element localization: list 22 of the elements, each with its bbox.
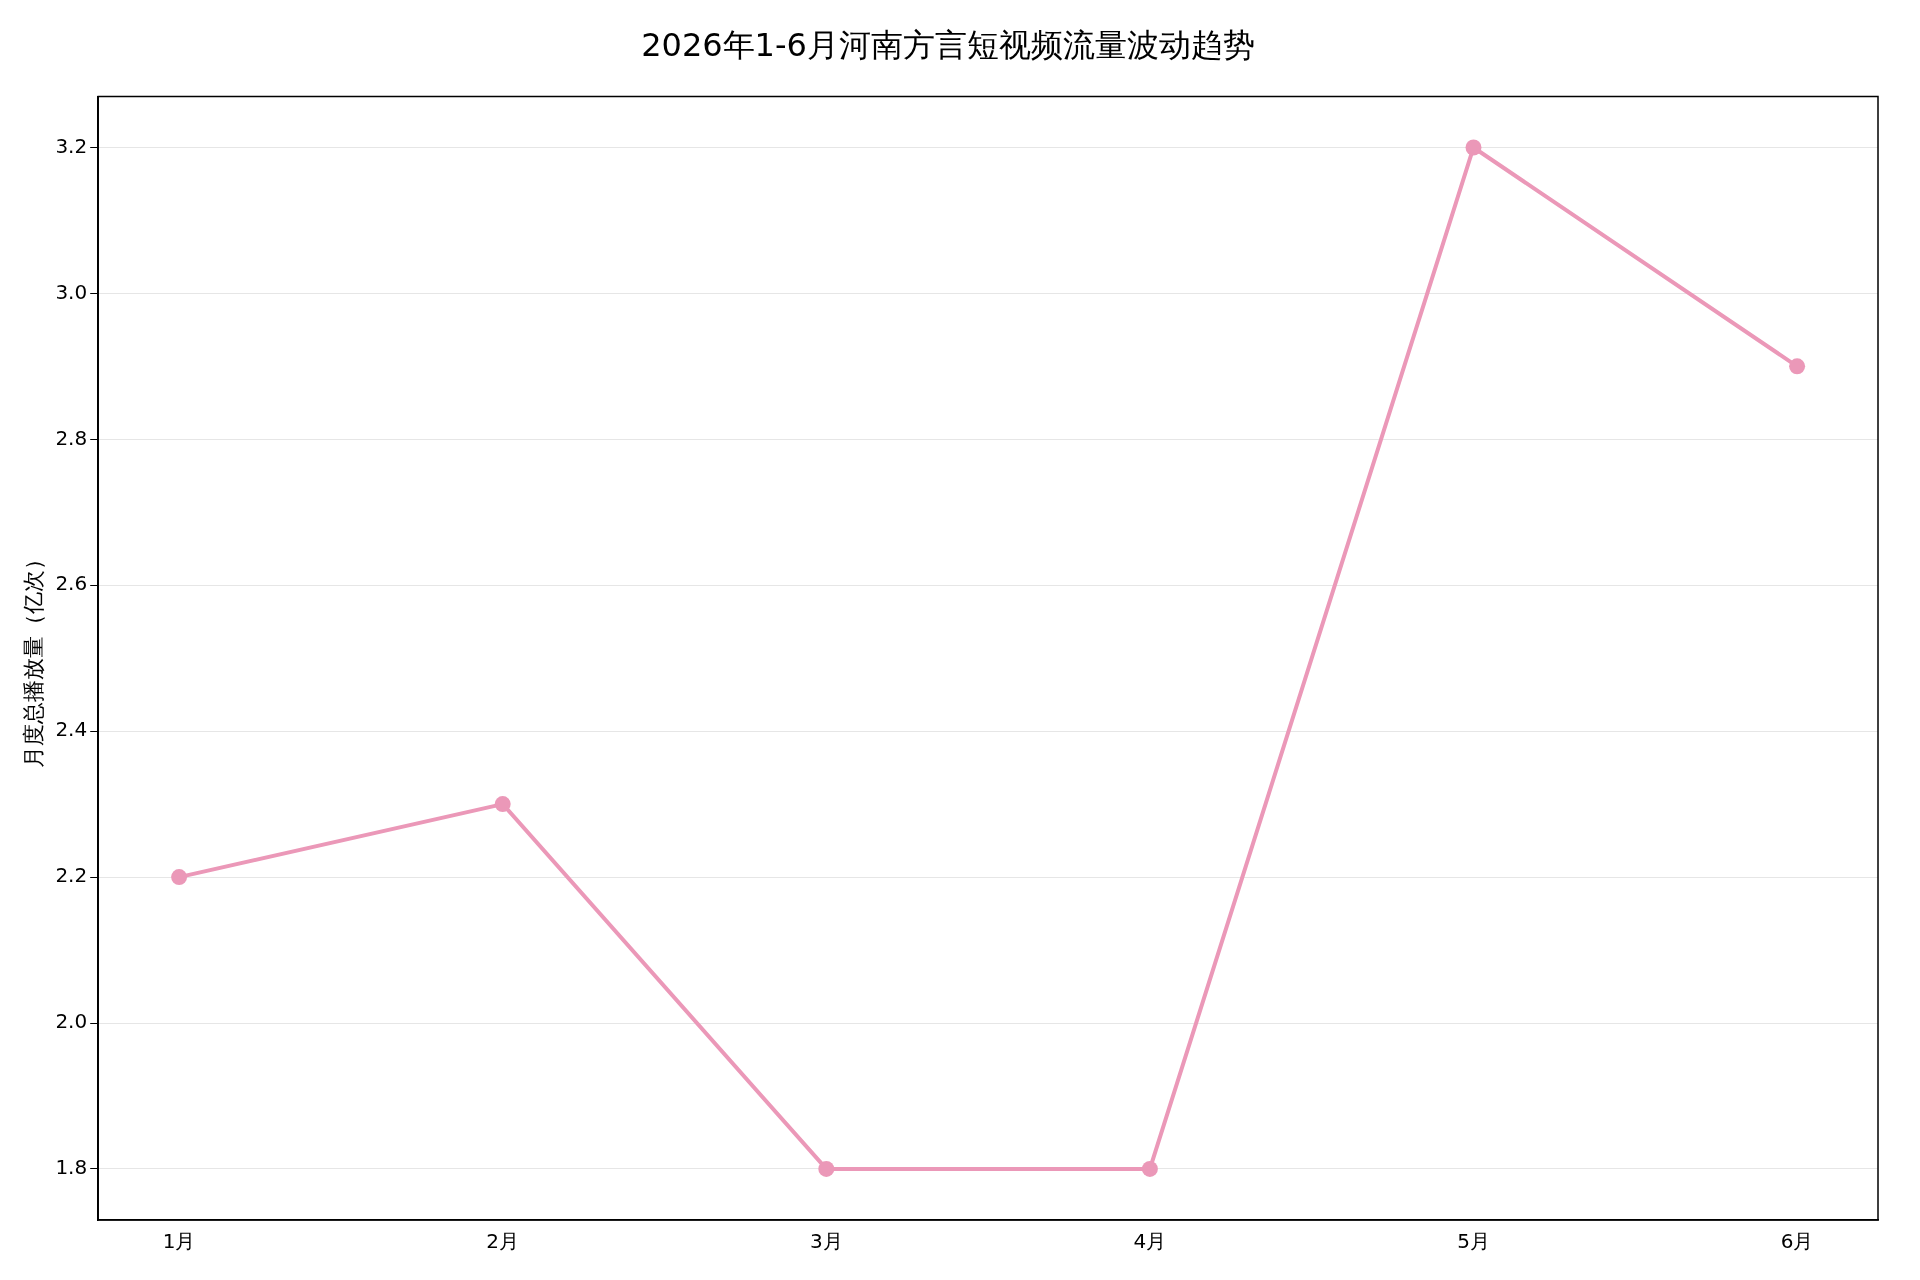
x-tick-label: 3月	[809, 1229, 843, 1254]
point	[1789, 358, 1806, 375]
y-tick-label: 1.8	[55, 1155, 88, 1180]
x-tick-label: 1月	[162, 1229, 196, 1254]
y-tick-label: 2.8	[55, 425, 88, 450]
x-tick-label: 4月	[1133, 1229, 1167, 1254]
point	[818, 1160, 835, 1177]
y-tick-label: 2.6	[55, 571, 88, 596]
point	[171, 869, 188, 886]
point	[1141, 1160, 1158, 1177]
y-tick-label: 3.2	[55, 133, 88, 158]
x-tick-label: 5月	[1457, 1229, 1490, 1254]
chart-title: 2026年1-6月河南方言短视频流量波动趋势	[641, 25, 1255, 64]
y-tick-label: 2.4	[55, 717, 88, 742]
point	[494, 796, 511, 813]
y-tick-label: 3.0	[55, 279, 88, 304]
y-tick-label: 2.0	[55, 1009, 88, 1034]
y-axis-title: 月度总播放量（亿次）	[20, 548, 46, 769]
x-tick-label: 2月	[486, 1229, 520, 1254]
point	[1465, 139, 1482, 156]
x-tick-label: 6月	[1780, 1229, 1814, 1254]
y-tick-label: 2.2	[55, 863, 88, 888]
